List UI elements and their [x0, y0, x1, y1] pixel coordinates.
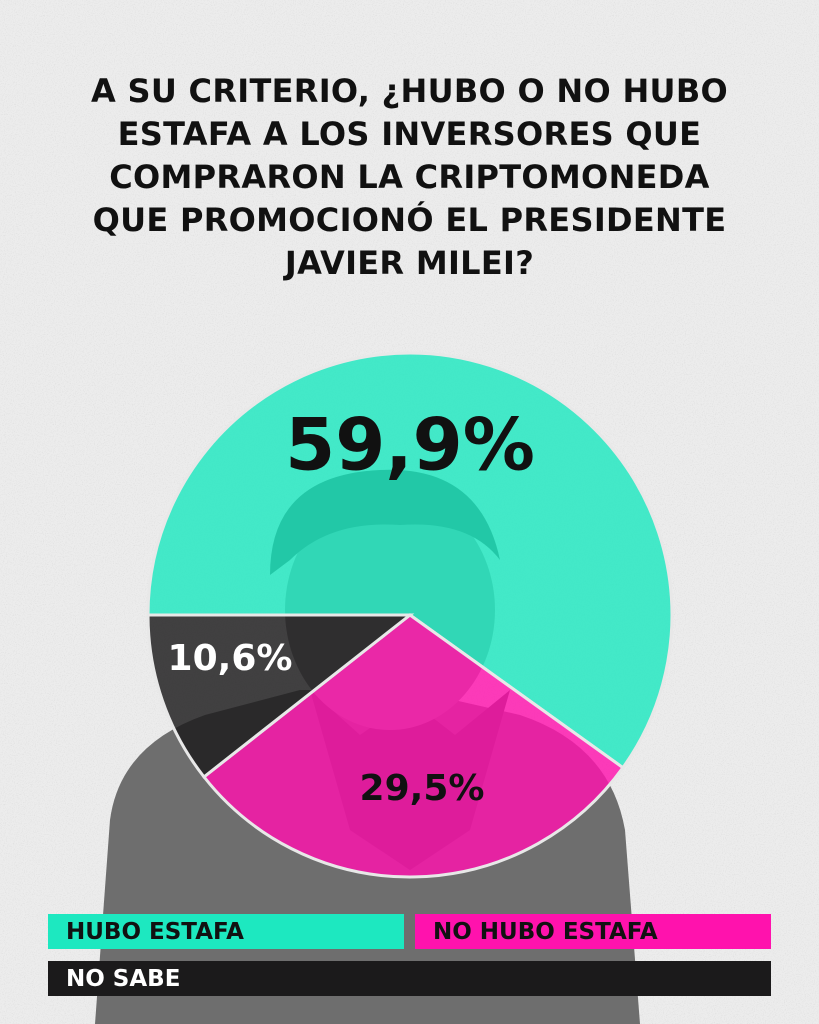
title-line: COMPRARON LA CRIPTOMONEDA [109, 158, 710, 196]
legend-label-hubo-estafa: HUBO ESTAFA [66, 918, 244, 945]
title-line: ESTAFA A LOS INVERSORES QUE [117, 115, 702, 153]
data-label-hubo-estafa: 59,9% [285, 403, 535, 487]
legend-label-no-hubo-estafa: NO HUBO ESTAFA [433, 918, 658, 945]
title-line: A SU CRITERIO, ¿HUBO O NO HUBO [90, 72, 729, 110]
legend-item-no-hubo-estafa: NO HUBO ESTAFA [415, 914, 771, 949]
legend-item-no-sabe: NO SABE [48, 961, 771, 996]
pie-slice-no-hubo-estafa [201, 613, 626, 879]
chart-title: A SU CRITERIO, ¿HUBO O NO HUBO ESTAFA A … [40, 70, 779, 285]
title-line: QUE PROMOCIONÓ EL PRESIDENTE [92, 201, 727, 239]
legend-label-no-sabe: NO SABE [66, 965, 181, 992]
title-line: JAVIER MILEI? [284, 244, 535, 282]
data-label-no-hubo-estafa: 29,5% [360, 768, 485, 809]
pie-slice-hubo-estafa [146, 351, 674, 770]
data-label-no-sabe: 10,6% [168, 638, 293, 679]
pie-labels: 59,9% 29,5% 10,6% [168, 403, 535, 809]
pie-slices [146, 351, 674, 879]
legend-item-hubo-estafa: HUBO ESTAFA [48, 914, 404, 949]
pie-slice-no-sabe [146, 613, 415, 779]
